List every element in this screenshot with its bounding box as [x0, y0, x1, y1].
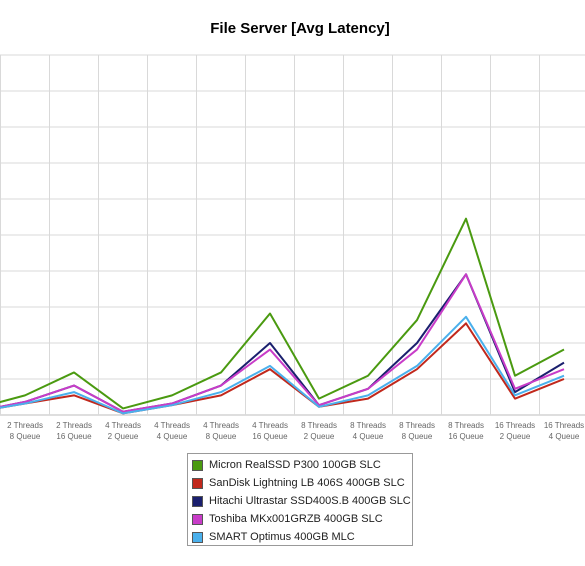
legend-item: SanDisk Lightning LB 406S 400GB SLC [192, 474, 408, 492]
x-tick-label: 2 Threads 16 Queue [56, 421, 92, 441]
legend-item: Toshiba MKx001GRZB 400GB SLC [192, 510, 408, 528]
legend-swatch [192, 459, 203, 471]
x-tick-label: 16 Threads 2 Queue [495, 421, 535, 441]
x-tick-label: 8 Threads 8 Queue [399, 421, 435, 441]
x-tick-label: 4 Threads 8 Queue [203, 421, 239, 441]
legend-swatch [192, 531, 203, 543]
legend-swatch [192, 477, 203, 489]
legend-label: Hitachi Ultrastar SSD400S.B 400GB SLC [209, 495, 411, 507]
grid-lines [0, 54, 585, 416]
legend-item: Micron RealSSD P300 100GB SLC [192, 456, 408, 474]
legend-item: SMART Optimus 400GB MLC [192, 528, 408, 546]
series-line-1 [0, 322, 565, 415]
x-tick-label: 8 Threads 2 Queue [301, 421, 337, 441]
chart-title: File Server [Avg Latency] [210, 20, 390, 37]
legend-label: SanDisk Lightning LB 406S 400GB SLC [209, 477, 405, 489]
x-tick-label: 4 Threads 2 Queue [105, 421, 141, 441]
x-tick-label: 4 Threads 4 Queue [154, 421, 190, 441]
x-tick-label: 8 Threads 16 Queue [448, 421, 484, 441]
series-line-3 [0, 273, 565, 413]
legend-item: Hitachi Ultrastar SSD400S.B 400GB SLC [192, 492, 411, 510]
series-line-0 [0, 217, 565, 410]
legend: Micron RealSSD P300 100GB SLC SanDisk Lig… [187, 453, 413, 546]
x-tick-label: 4 Threads 16 Queue [252, 421, 288, 441]
x-tick-label: 16 Threads 4 Queue [544, 421, 584, 441]
x-tick-label: 2 Threads 8 Queue [7, 421, 43, 441]
x-tick-label: 8 Threads 4 Queue [350, 421, 386, 441]
legend-label: SMART Optimus 400GB MLC [209, 531, 355, 543]
legend-label: Toshiba MKx001GRZB 400GB SLC [209, 513, 383, 525]
legend-label: Micron RealSSD P300 100GB SLC [209, 459, 381, 471]
legend-swatch [192, 495, 203, 507]
series-line-4 [0, 315, 565, 415]
legend-swatch [192, 513, 203, 525]
series-lines [0, 217, 565, 415]
